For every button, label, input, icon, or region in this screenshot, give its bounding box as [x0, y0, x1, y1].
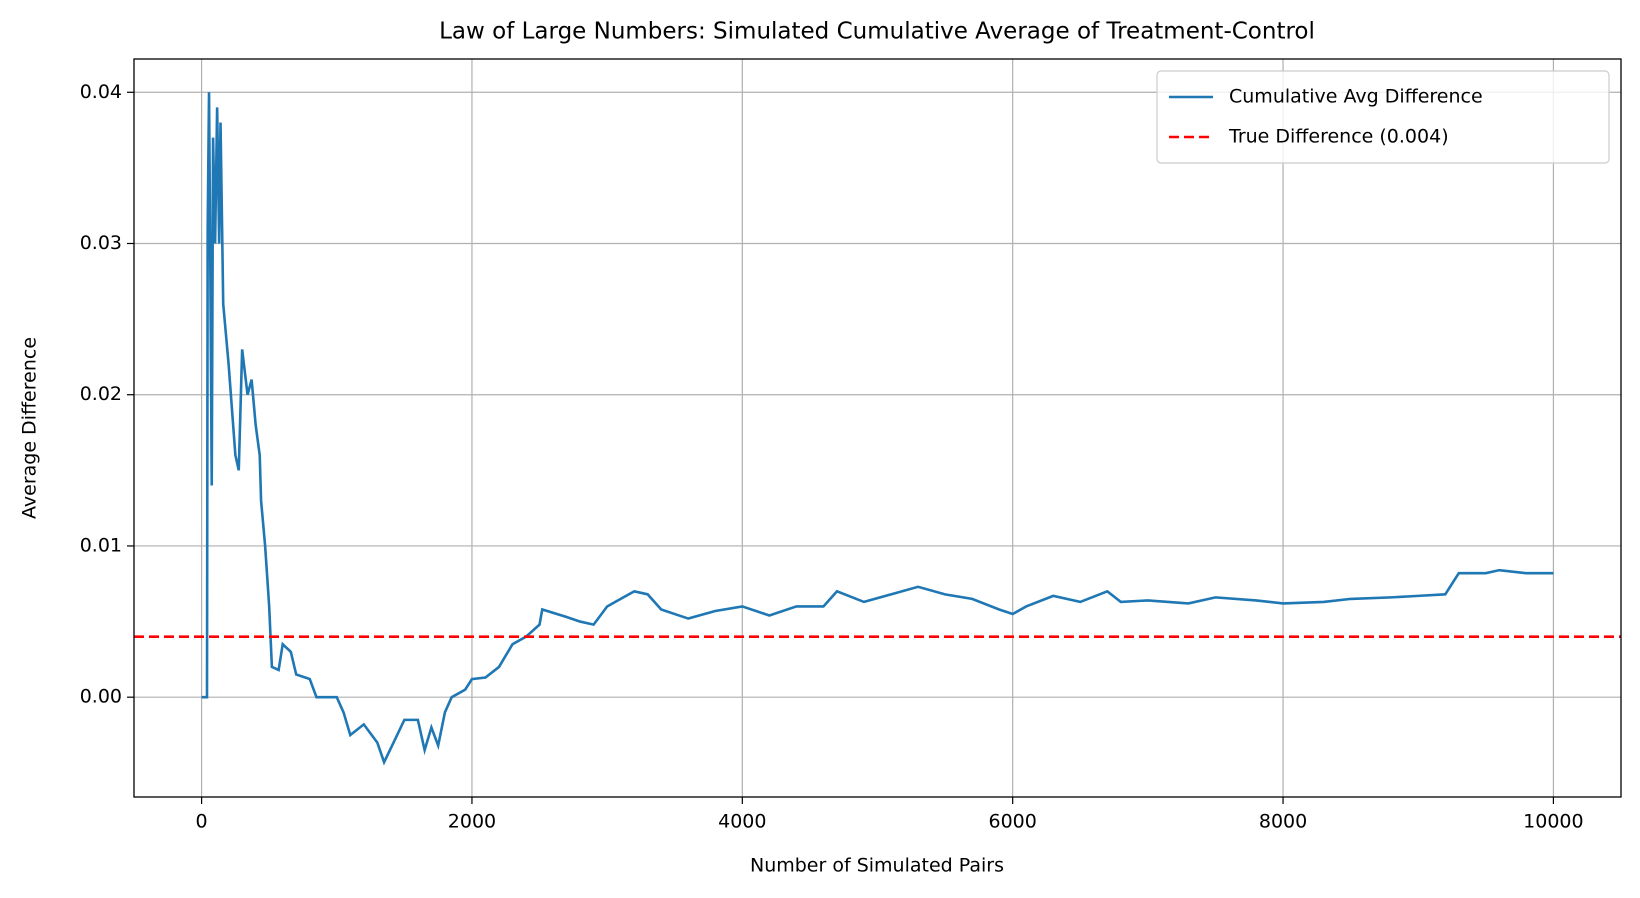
- y-tick-label: 0.00: [80, 686, 122, 708]
- y-tick-label: 0.04: [80, 81, 122, 103]
- x-tick-label: 0: [196, 811, 208, 833]
- chart-title: Law of Large Numbers: Simulated Cumulati…: [439, 19, 1315, 45]
- data-line: [201, 92, 1554, 766]
- x-tick-label: 8000: [1259, 811, 1307, 833]
- y-tick-label: 0.02: [80, 383, 122, 405]
- x-tick-label: 10000: [1523, 811, 1583, 833]
- x-tick-label: 2000: [448, 811, 496, 833]
- legend-box: [1156, 70, 1610, 164]
- legend-label: Cumulative Avg Difference: [1229, 86, 1483, 108]
- x-tick-label: 4000: [718, 811, 766, 833]
- y-tick-label: 0.01: [80, 534, 122, 556]
- y-axis-label: Average Difference: [19, 337, 41, 519]
- legend: Cumulative Avg Difference True Difference…: [1156, 70, 1610, 164]
- x-axis-label: Number of Simulated Pairs: [750, 855, 1004, 877]
- y-tick-label: 0.03: [80, 232, 122, 254]
- legend-label: True Difference (0.004): [1228, 126, 1449, 148]
- x-tick-label: 6000: [989, 811, 1037, 833]
- plot-frame: [133, 58, 1622, 798]
